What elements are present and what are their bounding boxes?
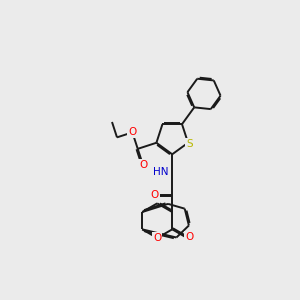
- Text: HN: HN: [153, 167, 168, 177]
- Text: S: S: [186, 139, 193, 149]
- Text: O: O: [153, 233, 161, 243]
- Text: O: O: [151, 190, 159, 200]
- Text: O: O: [128, 128, 136, 137]
- Text: O: O: [185, 232, 193, 242]
- Text: O: O: [139, 160, 147, 170]
